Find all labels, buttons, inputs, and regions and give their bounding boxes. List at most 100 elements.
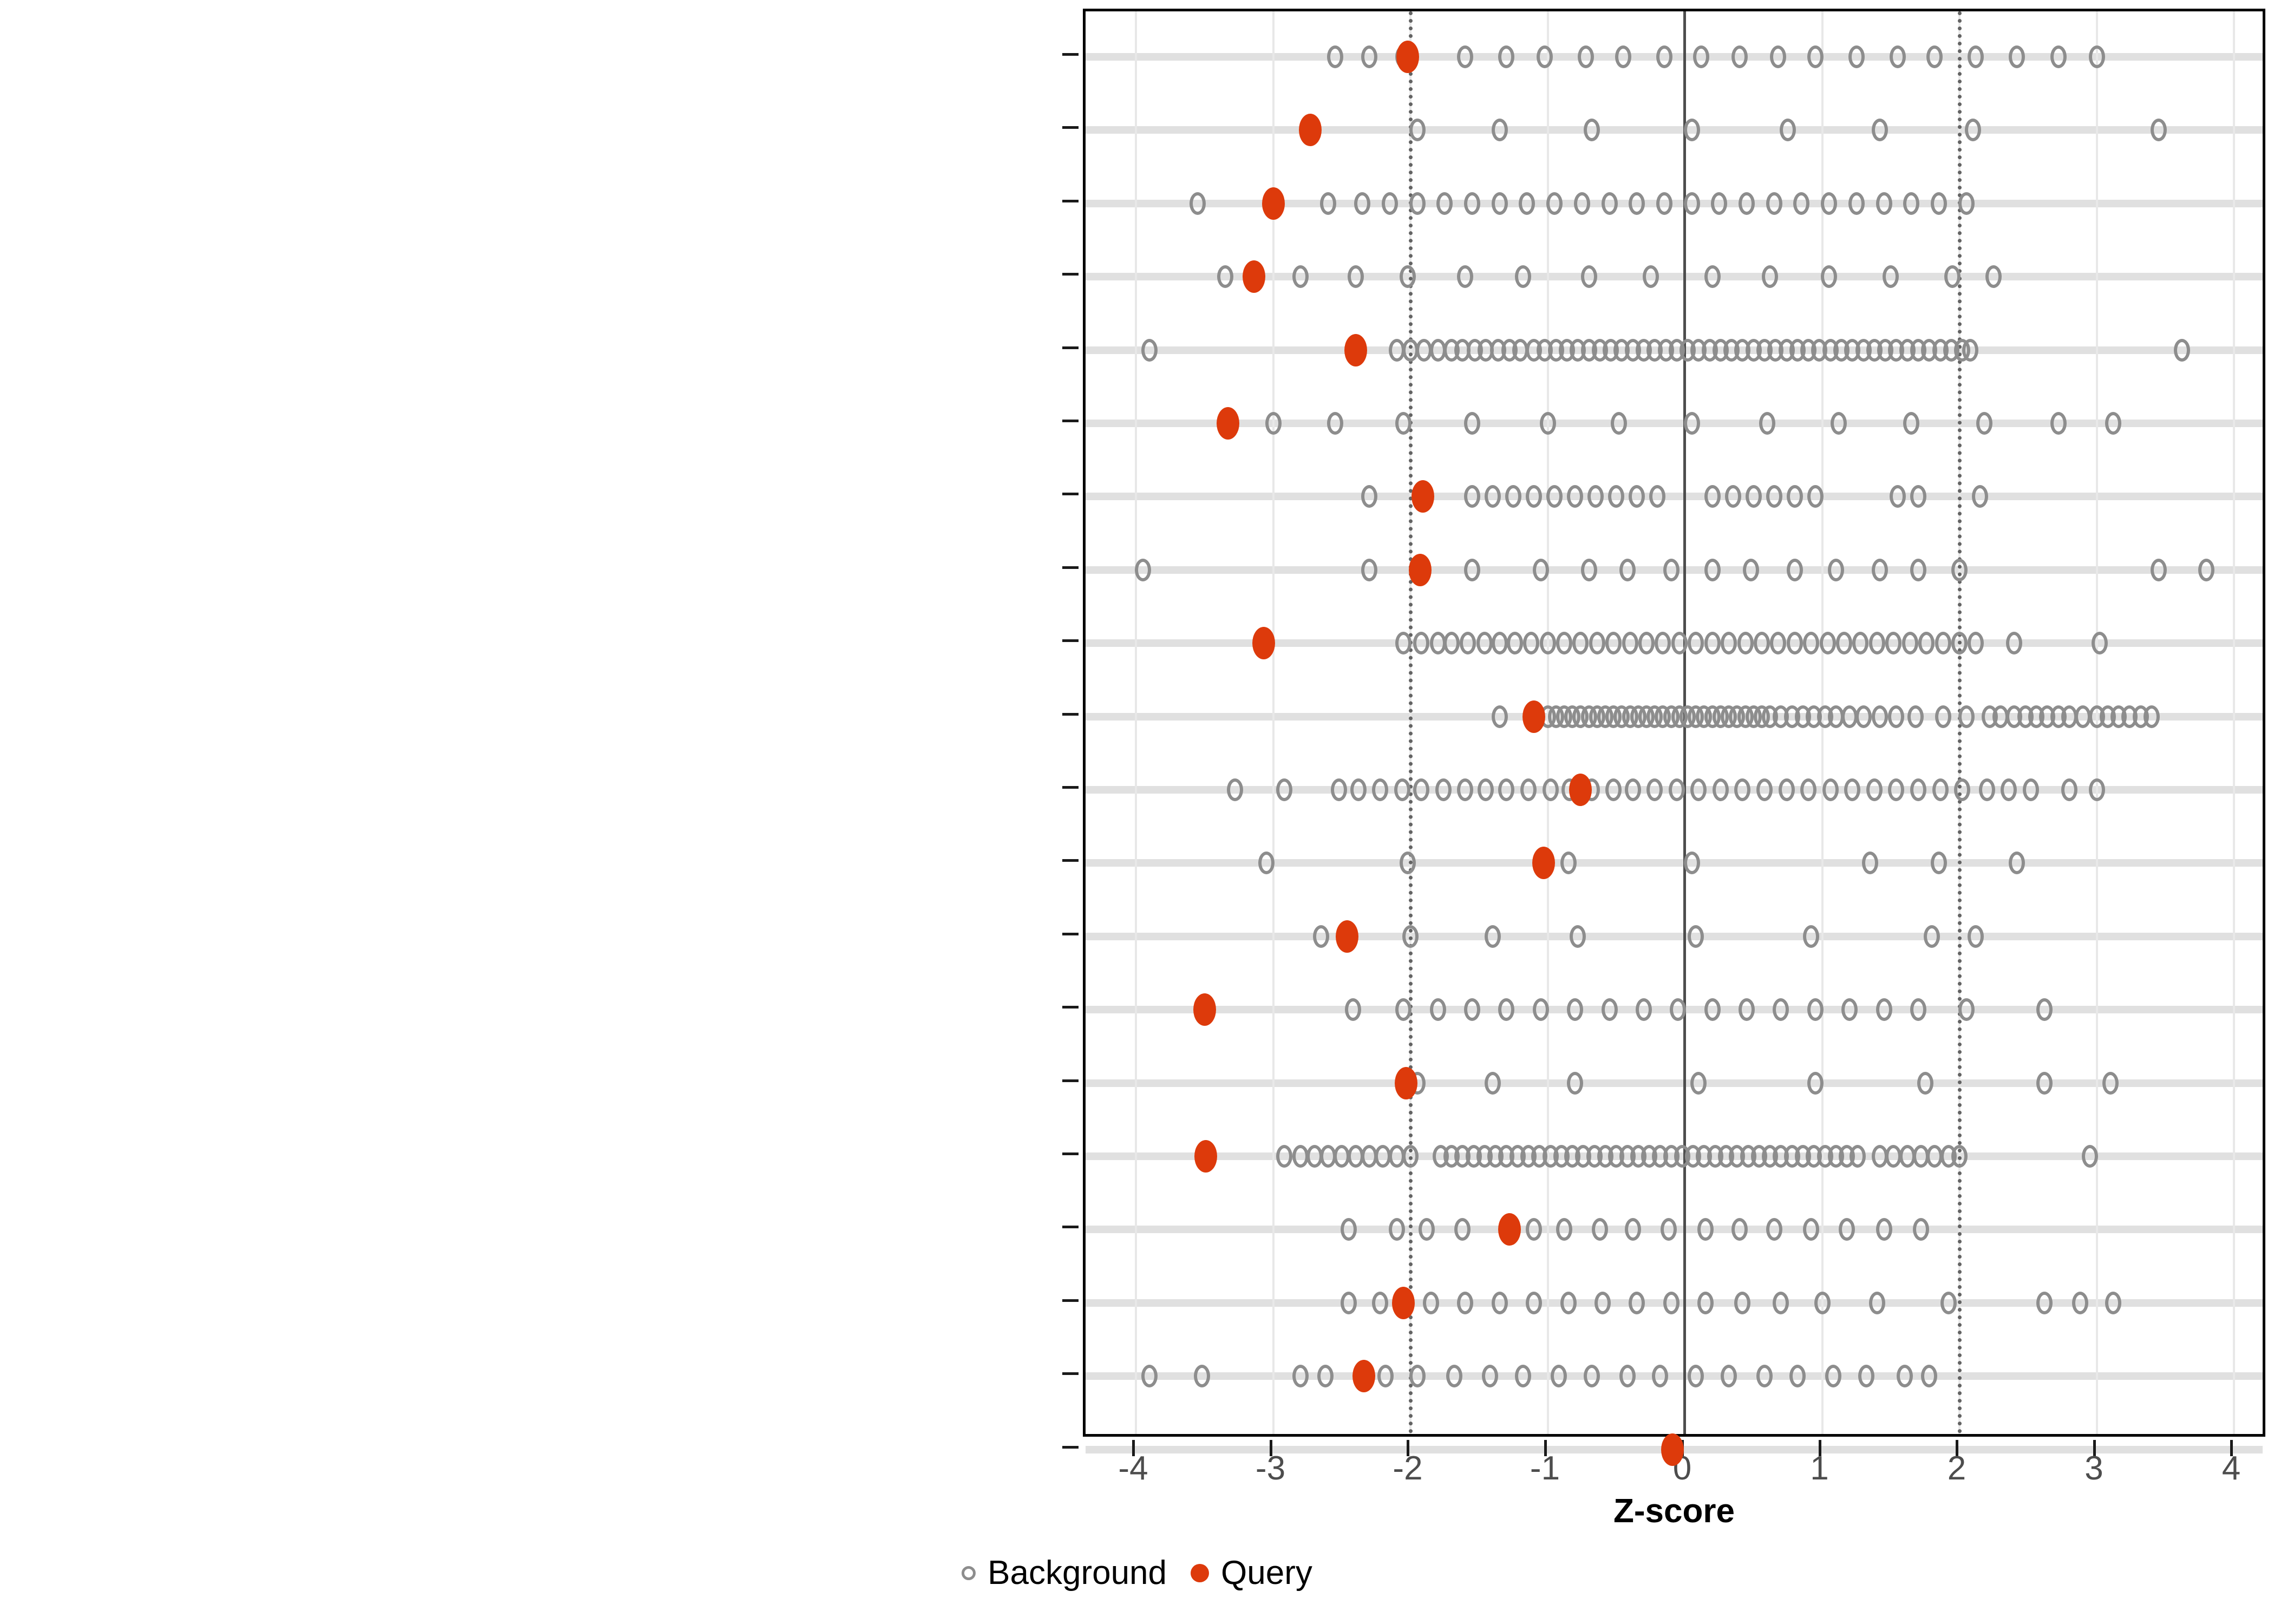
horizontal-gridline [1086,53,2263,61]
background-point [1930,192,1947,215]
background-point [1601,192,1618,215]
background-point [1377,1365,1394,1388]
background-point [1848,45,1865,68]
horizontal-gridline [1086,1372,2263,1380]
background-point [1704,558,1721,581]
y-axis-tick [1062,1006,1079,1009]
background-point [1968,45,1984,68]
background-point [1580,265,1597,289]
chart-legend: Background Query [0,1554,2274,1592]
background-point [1402,1145,1419,1168]
background-point [1589,632,1605,655]
background-point [1193,1365,1210,1388]
background-point [1556,632,1572,655]
background-point [2102,1071,2119,1095]
background-point [1457,265,1474,289]
background-point [1347,265,1364,289]
y-axis-tick [1062,126,1079,129]
background-point [2072,1291,2089,1314]
background-point [1903,192,1920,215]
background-point [1762,265,1779,289]
background-point [1819,632,1836,655]
background-point [1663,1291,1680,1314]
background-point [1532,558,1549,581]
background-point [1646,778,1663,801]
background-point [1361,45,1377,68]
background-point [1570,925,1586,948]
background-point [1550,1365,1567,1388]
background-point [1587,485,1604,508]
y-axis-tick [1062,639,1079,643]
background-point [1889,45,1906,68]
background-point [1876,192,1892,215]
background-point [1537,45,1553,68]
background-point [1344,998,1361,1021]
background-point [1395,998,1412,1021]
background-point [1721,632,1737,655]
query-point [1336,920,1359,953]
background-point [1972,485,1989,508]
x-axis-ticklabel-2: 2 [1947,1450,1966,1487]
background-point [1901,632,1918,655]
query-point [1193,993,1216,1026]
background-point [1786,558,1803,581]
background-point [1976,412,1992,435]
background-point [1789,1365,1806,1388]
background-point [1734,778,1751,801]
background-point [1803,632,1820,655]
background-point [1731,45,1748,68]
background-point [1514,265,1531,289]
background-point [1965,119,1982,142]
horizontal-gridline [1086,420,2263,427]
background-point [1505,485,1522,508]
background-point [1361,558,1377,581]
background-point [1844,778,1861,801]
query-point [1243,260,1265,293]
x-axis-tick--3 [1269,1440,1272,1456]
query-point [1532,847,1555,880]
background-point [1958,705,1975,728]
query-point [1194,1140,1218,1173]
background-point [2036,1291,2053,1314]
background-point [1704,485,1721,508]
background-point [1841,998,1858,1021]
background-point [1766,485,1782,508]
background-point [1697,1291,1714,1314]
background-point [1443,632,1460,655]
background-point [1394,778,1410,801]
background-point [1526,1291,1543,1314]
background-point [1724,485,1741,508]
background-point [1759,412,1776,435]
background-point [1786,632,1803,655]
background-point [1292,1365,1309,1388]
background-point [1671,632,1688,655]
background-point [1822,778,1839,801]
background-point [1372,778,1389,801]
background-point [1656,45,1672,68]
background-point [2001,778,2017,801]
background-point [1866,778,1883,801]
background-point [1773,1291,1789,1314]
background-point [1868,1291,1885,1314]
background-point [1852,632,1869,655]
background-point [1446,1365,1463,1388]
background-point [1807,998,1824,1021]
background-point [1885,632,1902,655]
background-point [1793,192,1810,215]
background-point [1825,1365,1841,1388]
background-point [1560,1291,1577,1314]
background-point [1319,192,1336,215]
background-point [1560,852,1577,875]
filled-circle-icon [1191,1563,1210,1582]
background-point [1413,778,1430,801]
background-point [1903,412,1920,435]
background-point [1573,192,1590,215]
background-point [1868,632,1885,655]
background-point [1491,119,1508,142]
background-point [1141,338,1158,362]
x-axis-ticklabel-3: 3 [2084,1450,2103,1487]
y-axis-tick [1062,1445,1079,1449]
background-point [1498,998,1515,1021]
background-point [2150,558,2167,581]
background-point [1907,705,1924,728]
